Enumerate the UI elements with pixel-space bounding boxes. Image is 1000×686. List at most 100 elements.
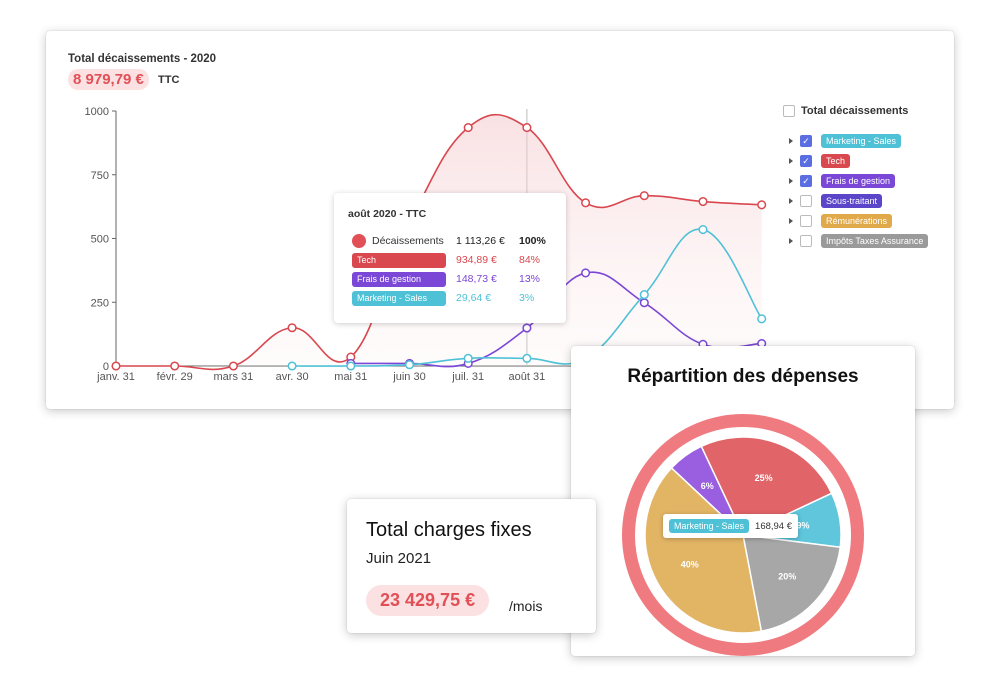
data-point-marketing-sales[interactable] [287,361,297,371]
chart-title: Total décaissements - 2020 [68,53,217,65]
expenses-pie-card: 25% 9% 20% 40% 6% Répartition des dépenses M… [571,346,915,656]
data-point-tech[interactable] [698,196,708,207]
pie-tooltip: Marketing - Sales 168,94 € [663,514,799,538]
x-tick-label: août 31 [509,371,546,383]
x-tick-label: janv. 31 [96,371,135,383]
tooltip-row-frais-de-gestion: Frais de gestion 148,73 € 13% [352,272,552,287]
pie-title: Répartition des dépenses [627,366,859,387]
data-point-frais-de-gestion[interactable] [522,323,532,333]
legend-item-tech[interactable]: ✓ Tech [783,151,953,171]
legend-checkbox[interactable]: ✓ [800,175,812,187]
legend-checkbox[interactable] [800,215,812,227]
expand-arrow-icon[interactable] [789,218,793,224]
data-point-tech[interactable] [581,198,591,208]
fixed-charges-title: Total charges fixes [366,519,532,541]
data-point-marketing-sales[interactable] [698,225,708,235]
x-tick-label: févr. 29 [157,371,193,383]
expand-arrow-icon[interactable] [789,138,793,144]
tooltip-row-percent: 84% [519,254,541,266]
total-amount-suffix: TTC [158,74,180,86]
tooltip-row-label: Décaissements [372,235,444,247]
pie-slice-tech[interactable] [700,436,833,536]
expand-arrow-icon[interactable] [789,198,793,204]
data-point-frais-de-gestion[interactable] [581,268,591,278]
tooltip-row-label: Tech [352,253,446,268]
legend-item-label: Frais de gestion [821,174,896,188]
x-tick-label: mars 31 [214,371,254,383]
legend-checkbox[interactable] [800,195,812,207]
tooltip-row-tech: Tech 934,89 € 84% [352,253,552,268]
fixed-charges-amount: 23 429,75 € [366,585,490,616]
data-point-frais-de-gestion[interactable] [639,298,649,308]
legend-item-label: Marketing - Sales [821,134,902,148]
legend-item-label: Tech [821,154,851,168]
data-point-tech[interactable] [111,361,121,371]
legend-item-sous-traitant[interactable]: Sous-traitant [783,191,953,211]
legend-items: ✓ Marketing - Sales ✓ Tech ✓ Frais de gestion… [783,131,953,251]
legend-checkbox[interactable]: ✓ [800,135,812,147]
data-point-marketing-sales[interactable] [346,361,356,371]
legend-checkbox[interactable]: ✓ [800,155,812,167]
expand-arrow-icon[interactable] [789,238,793,244]
data-point-marketing-sales[interactable] [639,290,649,300]
tooltip-row-marketing-sales: Marketing - Sales 29,64 € 3% [352,291,552,306]
tooltip-dot-icon [352,234,366,248]
y-tick-label: 1000 [85,106,109,118]
y-tick-label: 0 [103,361,109,373]
tooltip-row-percent: 100% [519,235,546,247]
data-point-tech[interactable] [170,361,180,371]
data-point-tech[interactable] [522,123,532,133]
data-point-tech[interactable] [228,361,238,371]
pie-slice-label: 40% [681,559,699,569]
data-point-tech[interactable] [463,123,473,133]
series-line-marketing-sales [292,228,763,367]
legend-item-impots-taxes-assurance[interactable]: Impôts Taxes Assurance [783,231,953,251]
fixed-charges-unit: /mois [509,598,543,614]
legend-item-remunerations[interactable]: Rémunérations [783,211,953,231]
pie-slice-label: 6% [701,481,714,491]
data-point-marketing-sales[interactable] [522,353,532,363]
tooltip-row-amount: 934,89 € [456,254,497,266]
pie-tooltip-label: Marketing - Sales [669,519,750,533]
legend-header-label: Total décaissements [801,105,909,117]
tooltip-row-amount: 29,64 € [456,292,492,304]
total-amount-badge: 8 979,79 € [68,69,149,90]
legend-item-marketing-sales[interactable]: ✓ Marketing - Sales [783,131,953,151]
y-tick-label: 500 [91,234,109,246]
legend-header[interactable]: Total décaissements [783,103,953,119]
fixed-charges-period: Juin 2021 [366,550,432,567]
tooltip-row-amount: 148,73 € [456,273,497,285]
pie-slice-frais-de-gestion[interactable] [670,445,744,536]
legend-item-frais-de-gestion[interactable]: ✓ Frais de gestion [783,171,953,191]
data-point-marketing-sales[interactable] [404,360,415,370]
expenses-line-chart-card: Total décaissements - 2020 8 979,79 € TT… [46,31,954,409]
chart-legend: Total décaissements ✓ Marketing - Sales ✓ T… [783,103,953,251]
pie-slice-label: 20% [778,572,796,582]
tooltip-row-label: Frais de gestion [352,272,446,287]
x-tick-label: avr. 30 [276,371,309,383]
pie-slice-remunerations[interactable] [644,466,763,634]
legend-item-label: Impôts Taxes Assurance [821,234,929,248]
legend-item-label: Sous-traitant [821,194,883,208]
data-point-tech[interactable] [757,200,767,210]
tooltip-row-percent: 3% [519,292,535,304]
expand-arrow-icon[interactable] [789,178,793,184]
x-tick-label: mai 31 [334,371,367,383]
tooltip-row-decaissements: Décaissements 1 113,26 € 100% [352,234,552,249]
legend-item-label: Rémunérations [821,214,893,228]
fixed-charges-card: Total charges fixes Juin 2021 23 429,75 … [347,499,596,633]
pie-slice-impots-taxes-assurance[interactable] [742,534,842,633]
y-tick-label: 250 [91,297,109,309]
x-tick-label: juin 30 [392,371,425,383]
expand-arrow-icon[interactable] [789,158,793,164]
chart-tooltip: août 2020 - TTC Décaissements 1 113,26 € 1… [334,193,566,323]
data-point-tech[interactable] [287,323,297,333]
legend-header-checkbox[interactable] [783,105,795,117]
legend-checkbox[interactable] [800,235,812,247]
data-point-marketing-sales[interactable] [757,314,767,324]
pie-chart: 25% 9% 20% 40% 6% [622,414,864,656]
data-point-tech[interactable] [639,191,649,201]
tooltip-row-amount: 1 113,26 € [456,235,505,247]
pie-slice-label: 25% [755,473,773,483]
data-point-marketing-sales[interactable] [463,353,473,363]
